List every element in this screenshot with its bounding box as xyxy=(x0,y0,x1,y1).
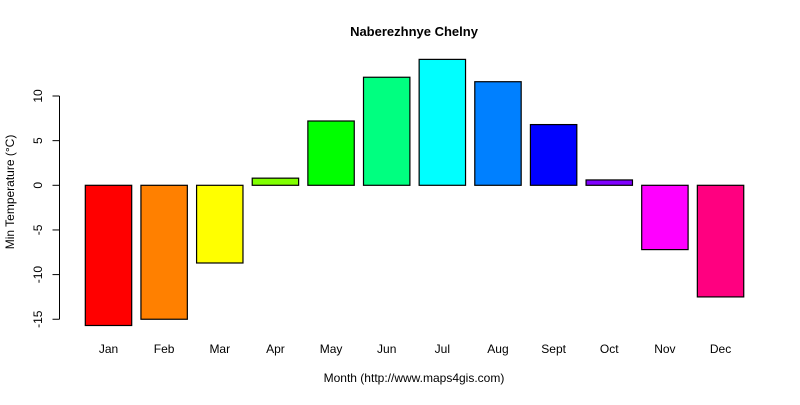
y-tick-label: 0 xyxy=(31,182,45,189)
bar-nov xyxy=(641,184,689,251)
x-tick-label: Mar xyxy=(209,342,230,356)
x-tick-label: Jul xyxy=(435,342,450,356)
x-tick-label: May xyxy=(320,342,343,356)
bar-aug xyxy=(474,81,522,186)
x-tick-label: Nov xyxy=(654,342,675,356)
y-axis-label: Min Temperature (°C) xyxy=(3,135,17,250)
y-tick-label: -15 xyxy=(31,310,45,328)
y-tick-label: -10 xyxy=(31,266,45,284)
bar-sept xyxy=(529,123,578,186)
bar-jul xyxy=(418,58,467,186)
bar-jan xyxy=(84,184,133,327)
y-tick-label: 10 xyxy=(31,89,45,103)
y-tick-label: 5 xyxy=(31,137,45,144)
bar-feb xyxy=(140,184,188,320)
bar-may xyxy=(307,120,355,186)
bar-dec xyxy=(696,184,745,298)
x-tick-label: Sept xyxy=(541,342,566,356)
x-tick-label: Jan xyxy=(99,342,118,356)
bar-jun xyxy=(362,76,411,186)
x-tick-label: Jun xyxy=(377,342,396,356)
x-tick-label: Feb xyxy=(154,342,175,356)
bar-apr xyxy=(251,177,300,186)
chart-title: Naberezhnye Chelny xyxy=(350,24,479,39)
y-tick-label: -5 xyxy=(31,224,45,235)
bar-oct xyxy=(585,179,634,186)
bar-mar xyxy=(195,184,244,264)
x-tick-label: Apr xyxy=(266,342,285,356)
x-axis-label: Month (http://www.maps4gis.com) xyxy=(324,371,505,385)
x-tick-label: Aug xyxy=(487,342,508,356)
x-tick-label: Oct xyxy=(600,342,619,356)
x-tick-label: Dec xyxy=(710,342,731,356)
